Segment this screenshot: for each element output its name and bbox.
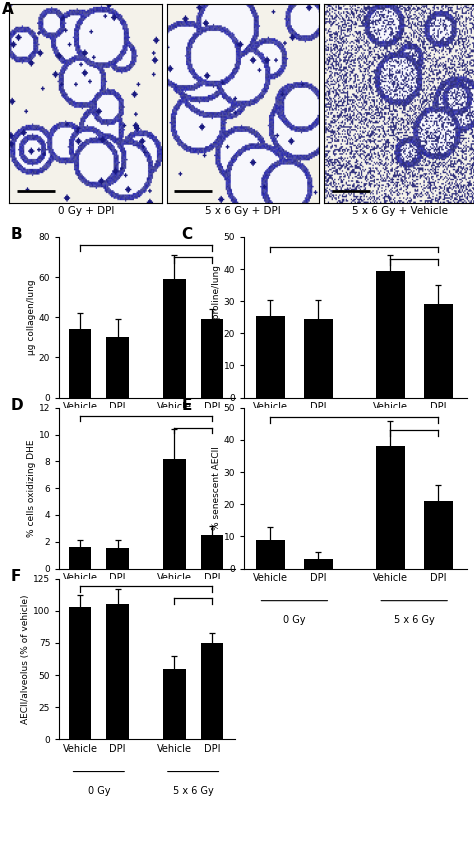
Text: 5 x 6 Gy + Vehicle: 5 x 6 Gy + Vehicle: [352, 206, 448, 216]
Bar: [376, 447, 405, 569]
Bar: [163, 279, 186, 398]
Bar: [424, 305, 453, 398]
Bar: [163, 459, 186, 569]
Text: D: D: [10, 398, 23, 413]
Text: B: B: [10, 228, 22, 242]
Bar: [106, 338, 129, 398]
Text: 0 Gy: 0 Gy: [88, 615, 110, 625]
Bar: [424, 501, 453, 569]
Text: 0 Gy: 0 Gy: [283, 444, 306, 454]
Bar: [69, 607, 91, 739]
Bar: [106, 548, 129, 569]
Bar: [163, 668, 186, 739]
Y-axis label: μg collagen/lung: μg collagen/lung: [27, 279, 36, 355]
Y-axis label: μg hydroxyproline/lung: μg hydroxyproline/lung: [212, 265, 221, 370]
Y-axis label: AECII/alveolus (% of vehicle): AECII/alveolus (% of vehicle): [21, 594, 30, 724]
Bar: [201, 535, 223, 569]
Text: 5 x 6 Gy: 5 x 6 Gy: [394, 615, 435, 625]
Text: 0 Gy + DPI: 0 Gy + DPI: [57, 206, 114, 216]
Text: 5 x 6 Gy: 5 x 6 Gy: [394, 444, 435, 454]
Bar: [201, 319, 223, 398]
Bar: [69, 329, 91, 398]
Text: F: F: [10, 569, 20, 584]
Bar: [201, 643, 223, 739]
Y-axis label: % senescent AECII: % senescent AECII: [212, 446, 221, 530]
Bar: [69, 547, 91, 569]
Bar: [304, 559, 333, 569]
Text: 5 x 6 Gy: 5 x 6 Gy: [173, 786, 213, 796]
Text: 0 Gy: 0 Gy: [88, 444, 110, 454]
Bar: [256, 540, 285, 569]
Bar: [106, 604, 129, 739]
Text: 0 Gy: 0 Gy: [283, 615, 306, 625]
Bar: [304, 319, 333, 398]
Text: 5 x 6 Gy: 5 x 6 Gy: [173, 615, 213, 625]
Y-axis label: % cells oxidizing DHE: % cells oxidizing DHE: [27, 439, 36, 537]
Text: 5 x 6 Gy: 5 x 6 Gy: [173, 444, 213, 454]
Text: C: C: [182, 228, 193, 242]
Bar: [256, 316, 285, 398]
Text: 0 Gy: 0 Gy: [88, 786, 110, 796]
Text: 5 x 6 Gy + DPI: 5 x 6 Gy + DPI: [205, 206, 281, 216]
Bar: [376, 271, 405, 398]
Text: A: A: [2, 2, 14, 17]
Text: E: E: [182, 398, 192, 413]
